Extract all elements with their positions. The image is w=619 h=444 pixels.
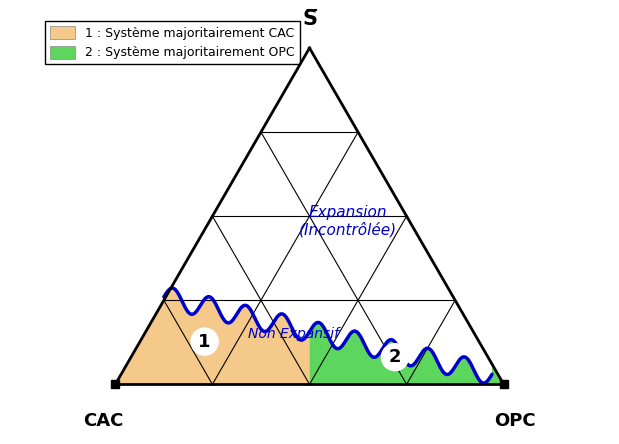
Text: Non Expansif: Non Expansif [248,327,339,341]
Polygon shape [310,322,504,385]
Legend: 1 : Système majoritairement CAC, 2 : Système majoritairement OPC: 1 : Système majoritairement CAC, 2 : Sys… [45,21,300,64]
Text: 2: 2 [389,348,401,366]
Text: 1: 1 [198,333,211,351]
Text: Expansion
(Incontrôlée): Expansion (Incontrôlée) [299,205,397,238]
Polygon shape [115,288,310,385]
Text: CAC: CAC [84,412,124,429]
Text: S̅: S̅ [302,8,317,28]
Text: OPC: OPC [495,412,536,429]
